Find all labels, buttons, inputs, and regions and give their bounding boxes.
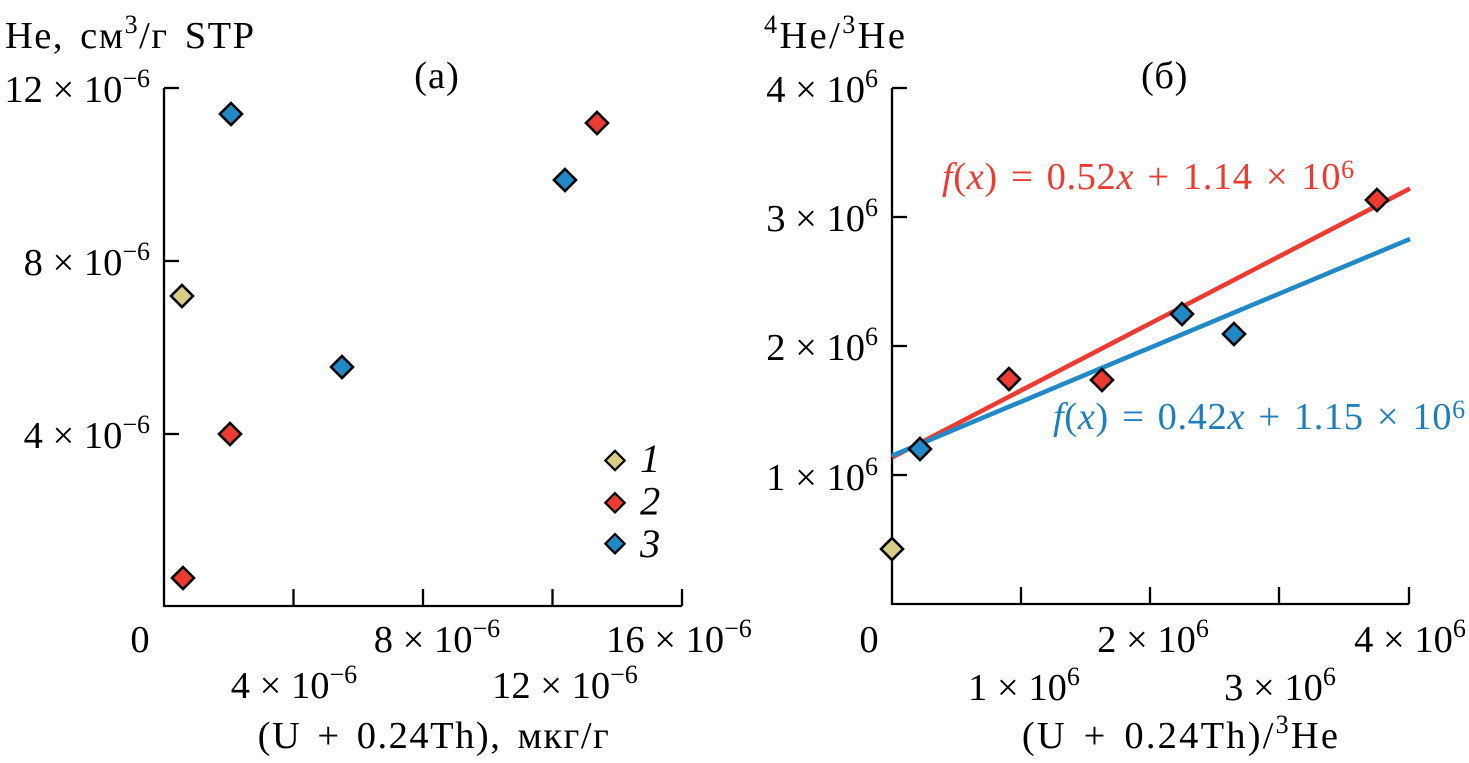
svg-text:3 × 106: 3 × 106	[766, 193, 878, 240]
svg-text:1 × 106: 1 × 106	[968, 662, 1080, 709]
svg-text:12 × 10−6: 12 × 10−6	[4, 64, 150, 111]
svg-text:(U + 0.24Th), мкг/г: (U + 0.24Th), мкг/г	[258, 715, 611, 757]
svg-text:f(x) = 0.42x + 1.15 × 106: f(x) = 0.42x + 1.15 × 106	[1053, 395, 1466, 438]
svg-text:3: 3	[639, 521, 660, 566]
svg-text:4He/3He: 4He/3He	[764, 10, 907, 57]
svg-text:f(x) = 0.52x + 1.14 × 106: f(x) = 0.52x + 1.14 × 106	[942, 155, 1355, 198]
svg-text:4 × 106: 4 × 106	[766, 64, 878, 111]
svg-text:4 × 10−6: 4 × 10−6	[231, 660, 357, 707]
svg-text:1 × 106: 1 × 106	[766, 452, 878, 499]
svg-text:12 × 10−6: 12 × 10−6	[492, 660, 638, 707]
svg-text:16 × 10−6: 16 × 10−6	[606, 614, 752, 661]
svg-text:0: 0	[859, 619, 878, 661]
svg-text:(б): (б)	[1141, 55, 1188, 97]
svg-text:8 × 10−6: 8 × 10−6	[374, 614, 500, 661]
svg-text:4 × 106: 4 × 106	[1354, 614, 1466, 661]
svg-text:(U + 0.24Th)/3He: (U + 0.24Th)/3He	[1022, 710, 1340, 757]
svg-text:2 × 106: 2 × 106	[1097, 614, 1209, 661]
svg-text:3 × 106: 3 × 106	[1224, 662, 1336, 709]
svg-text:2: 2	[640, 479, 660, 524]
svg-text:He, см3/г STP: He, см3/г STP	[5, 10, 256, 57]
svg-text:4 × 10−6: 4 × 10−6	[24, 410, 150, 457]
svg-text:2 × 106: 2 × 106	[766, 322, 878, 369]
svg-text:0: 0	[130, 619, 149, 661]
svg-text:1: 1	[640, 436, 660, 481]
svg-text:8 × 10−6: 8 × 10−6	[24, 237, 150, 284]
svg-text:(а): (а)	[414, 55, 460, 97]
